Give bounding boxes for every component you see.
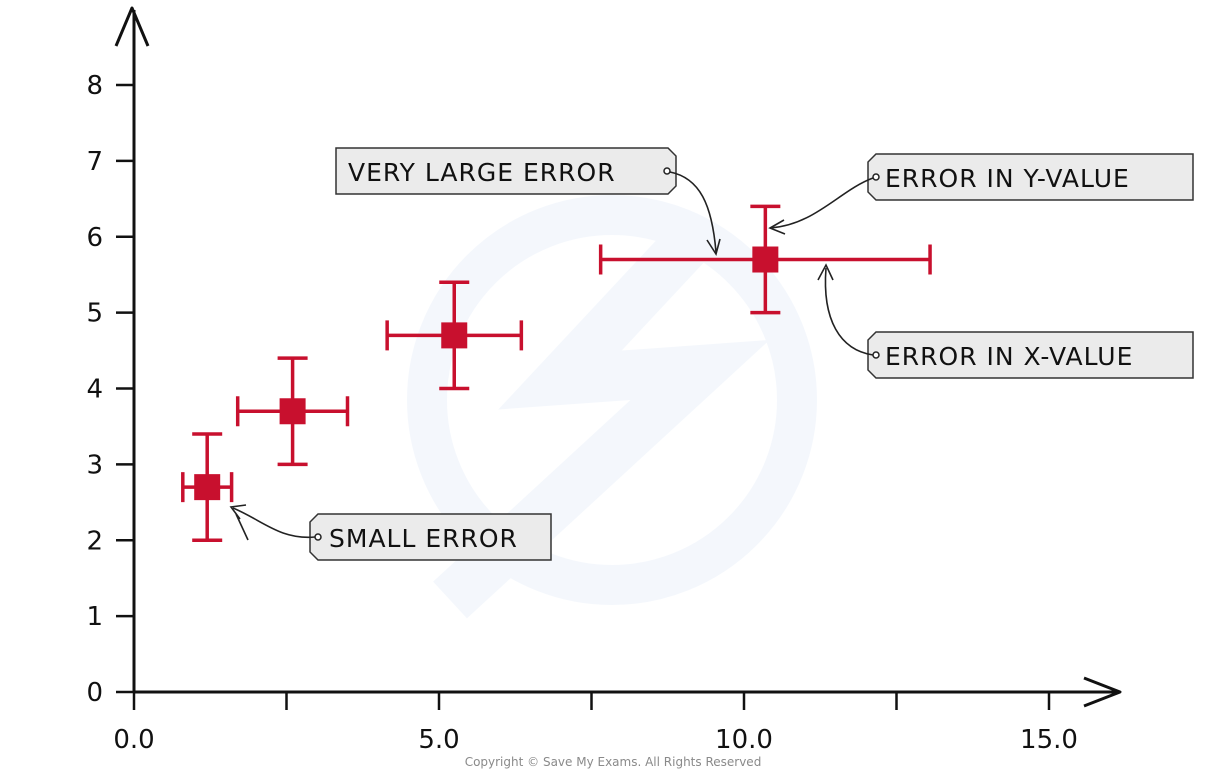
data-point-marker <box>441 322 468 349</box>
data-point-group <box>235 356 350 467</box>
x-tick-label: 10.0 <box>715 725 773 755</box>
callout-error-in-y-value-label: ERROR IN Y-VALUE <box>885 164 1130 193</box>
callout-small-error: SMALL ERROR <box>229 504 552 561</box>
data-point-marker <box>279 398 306 425</box>
x-tick-label: 5.0 <box>418 725 459 755</box>
watermark-logo <box>407 195 817 619</box>
data-points <box>181 204 932 542</box>
axes <box>114 6 1122 708</box>
callout-error-in-y-value: ERROR IN Y-VALUE <box>768 153 1194 235</box>
callout-small-error-label: SMALL ERROR <box>329 524 518 553</box>
y-tick-label: 0 <box>86 678 103 708</box>
y-tick-label: 6 <box>86 223 103 253</box>
callout-very-large-error-label: VERY LARGE ERROR <box>348 158 616 187</box>
callout-error-in-x-value: ERROR IN X-VALUE <box>817 263 1194 379</box>
y-tick-label: 1 <box>86 602 103 632</box>
ticks: 0.0 5.0 10.0 15.0 0 1 2 3 4 5 6 7 8 <box>86 71 1077 755</box>
y-tick-label: 7 <box>86 147 103 177</box>
data-point-group <box>385 280 524 391</box>
data-point-marker <box>752 246 779 273</box>
data-point-group <box>598 204 932 315</box>
x-tick-label: 15.0 <box>1020 725 1078 755</box>
x-axis-arrow <box>1083 676 1122 708</box>
copyright-text: Copyright © Save My Exams. All Rights Re… <box>465 755 762 769</box>
y-tick-label: 3 <box>86 450 103 480</box>
callout-error-in-x-value-label: ERROR IN X-VALUE <box>885 342 1133 371</box>
data-point-group <box>181 432 234 542</box>
callout-very-large-error: VERY LARGE ERROR <box>335 147 721 256</box>
data-point-marker <box>194 474 221 501</box>
y-axis-arrow <box>114 6 150 47</box>
y-tick-label: 8 <box>86 71 103 101</box>
y-tick-label: 2 <box>86 526 103 556</box>
y-tick-label: 5 <box>86 299 103 329</box>
y-tick-label: 4 <box>86 375 103 405</box>
x-tick-label: 0.0 <box>113 725 154 755</box>
